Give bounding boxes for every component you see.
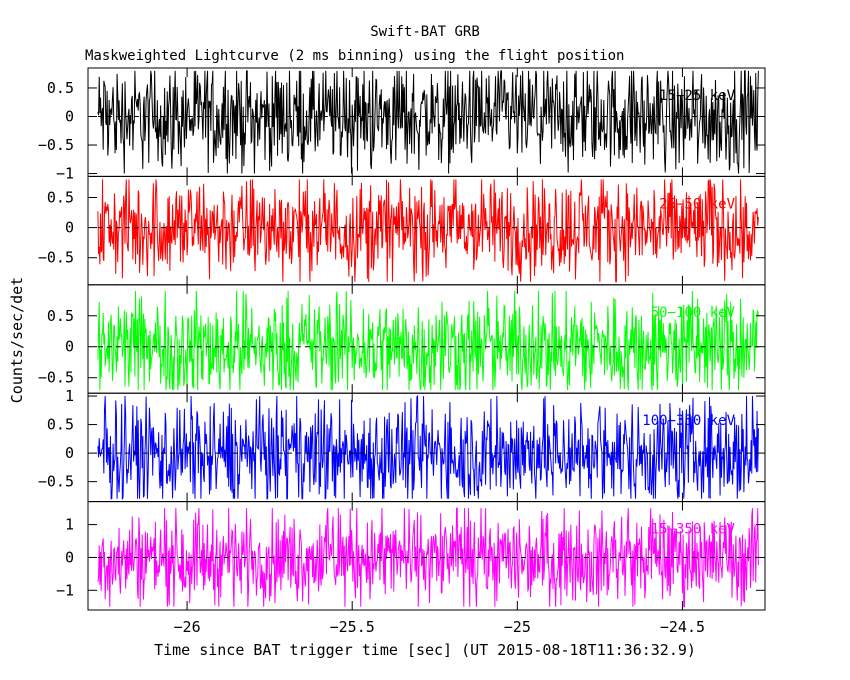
band-label-1: 25−50 keV	[659, 196, 735, 212]
x-axis-label: Time since BAT trigger time [sec] (UT 20…	[154, 641, 696, 659]
series-line-2	[97, 290, 759, 391]
y-tick-label-2-1: 0	[65, 338, 74, 356]
y-tick-label-0-3: 0.5	[47, 79, 74, 97]
chart-subtitle: Maskweighted Lightcurve (2 ms binning) u…	[85, 48, 624, 64]
y-tick-label-1-2: 0.5	[47, 188, 74, 206]
x-tick-label-2: −25	[504, 618, 531, 636]
x-tick-label-0: −26	[174, 618, 201, 636]
panels-group: −1−0.500.5 15−25 keV−0.500.5 25−50 keV−0.5…	[38, 67, 766, 611]
panel-4: −1 0 1 15−350 keV	[56, 501, 766, 611]
y-tick-label-3-1: 0	[65, 444, 74, 462]
y-tick-label-0-0: −1	[56, 165, 74, 183]
x-tick-label-3: −24.5	[660, 618, 705, 636]
panel-1: −0.5 0 0.5 25−50 keV	[38, 175, 766, 286]
y-tick-label-0-2: 0	[65, 107, 74, 125]
y-tick-label-3-3: 1	[65, 387, 74, 405]
y-tick-label-4-0: −1	[56, 581, 74, 599]
series-line-3	[97, 394, 759, 501]
chart-title: Swift-BAT GRB	[370, 24, 480, 40]
series-line-0	[97, 70, 759, 174]
band-label-0: 15−25 keV	[659, 88, 735, 104]
y-tick-label-1-1: 0	[65, 219, 74, 237]
y-tick-label-3-2: 0.5	[47, 416, 74, 434]
y-tick-label-0-1: −0.5	[38, 136, 74, 154]
y-tick-label-3-0: −0.5	[38, 473, 74, 491]
x-axis: −26 −25.5 −25 −24.5	[174, 618, 705, 636]
y-tick-label-1-0: −0.5	[38, 249, 74, 267]
series-line-1	[97, 179, 759, 283]
panel-0: −1 −0.5 0 0.5 15−25 keV	[38, 67, 766, 183]
y-tick-label-4-2: 1	[65, 516, 74, 534]
series-line-4	[97, 507, 759, 608]
panel-3: −0.5 0 0.5 1 100−350 keV	[38, 387, 766, 503]
x-tick-label-1: −25.5	[330, 618, 375, 636]
band-label-2: 50−100 keV	[651, 305, 736, 321]
y-tick-label-4-1: 0	[65, 548, 74, 566]
y-tick-label-2-0: −0.5	[38, 369, 74, 387]
y-axis-label: Counts/sec/det	[8, 277, 26, 403]
band-label-4: 15−350 keV	[651, 522, 736, 538]
band-label-3: 100−350 keV	[642, 413, 735, 429]
panel-frame-4	[87, 501, 766, 611]
y-tick-label-2-2: 0.5	[47, 307, 74, 325]
panel-2: −0.5 0 0.5 50−100 keV	[38, 284, 766, 394]
